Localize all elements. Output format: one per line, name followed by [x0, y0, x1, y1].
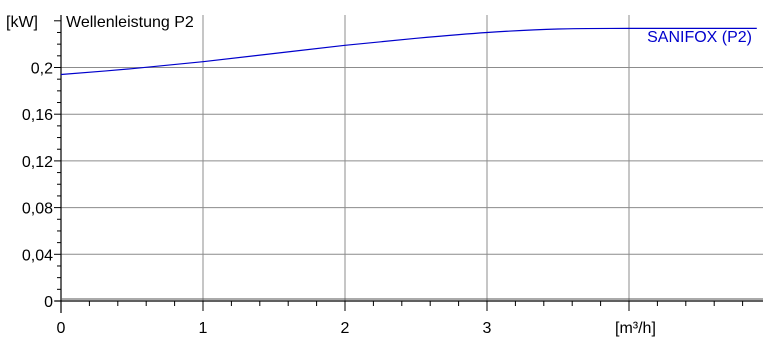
y-tick-label: 0,08: [22, 201, 53, 218]
y-axis-unit-label: [kW]: [6, 14, 38, 31]
axes: [54, 15, 763, 313]
y-tick-label: 0: [44, 294, 53, 311]
y-tick-label: 0,2: [31, 61, 53, 78]
series-line: [60, 27, 757, 76]
x-tick-label: 1: [199, 320, 208, 337]
y-tick-label: 0,04: [22, 247, 53, 264]
x-tick-label: 0: [57, 320, 66, 337]
x-tick-label: 2: [341, 320, 350, 337]
series-label: SANIFOX (P2): [647, 29, 752, 46]
y-tick-label: 0,16: [22, 107, 53, 124]
series-layer: [60, 27, 757, 76]
text-layer: [kW] Wellenleistung P2 [m³/h] 0 0,04 0,08 0…: [6, 14, 752, 337]
y-tick-label: 0,12: [22, 154, 53, 171]
grid: [61, 15, 763, 301]
x-axis-unit-label: [m³/h]: [615, 320, 656, 337]
x-tick-label: 3: [483, 320, 492, 337]
chart-title: Wellenleistung P2: [66, 14, 194, 31]
